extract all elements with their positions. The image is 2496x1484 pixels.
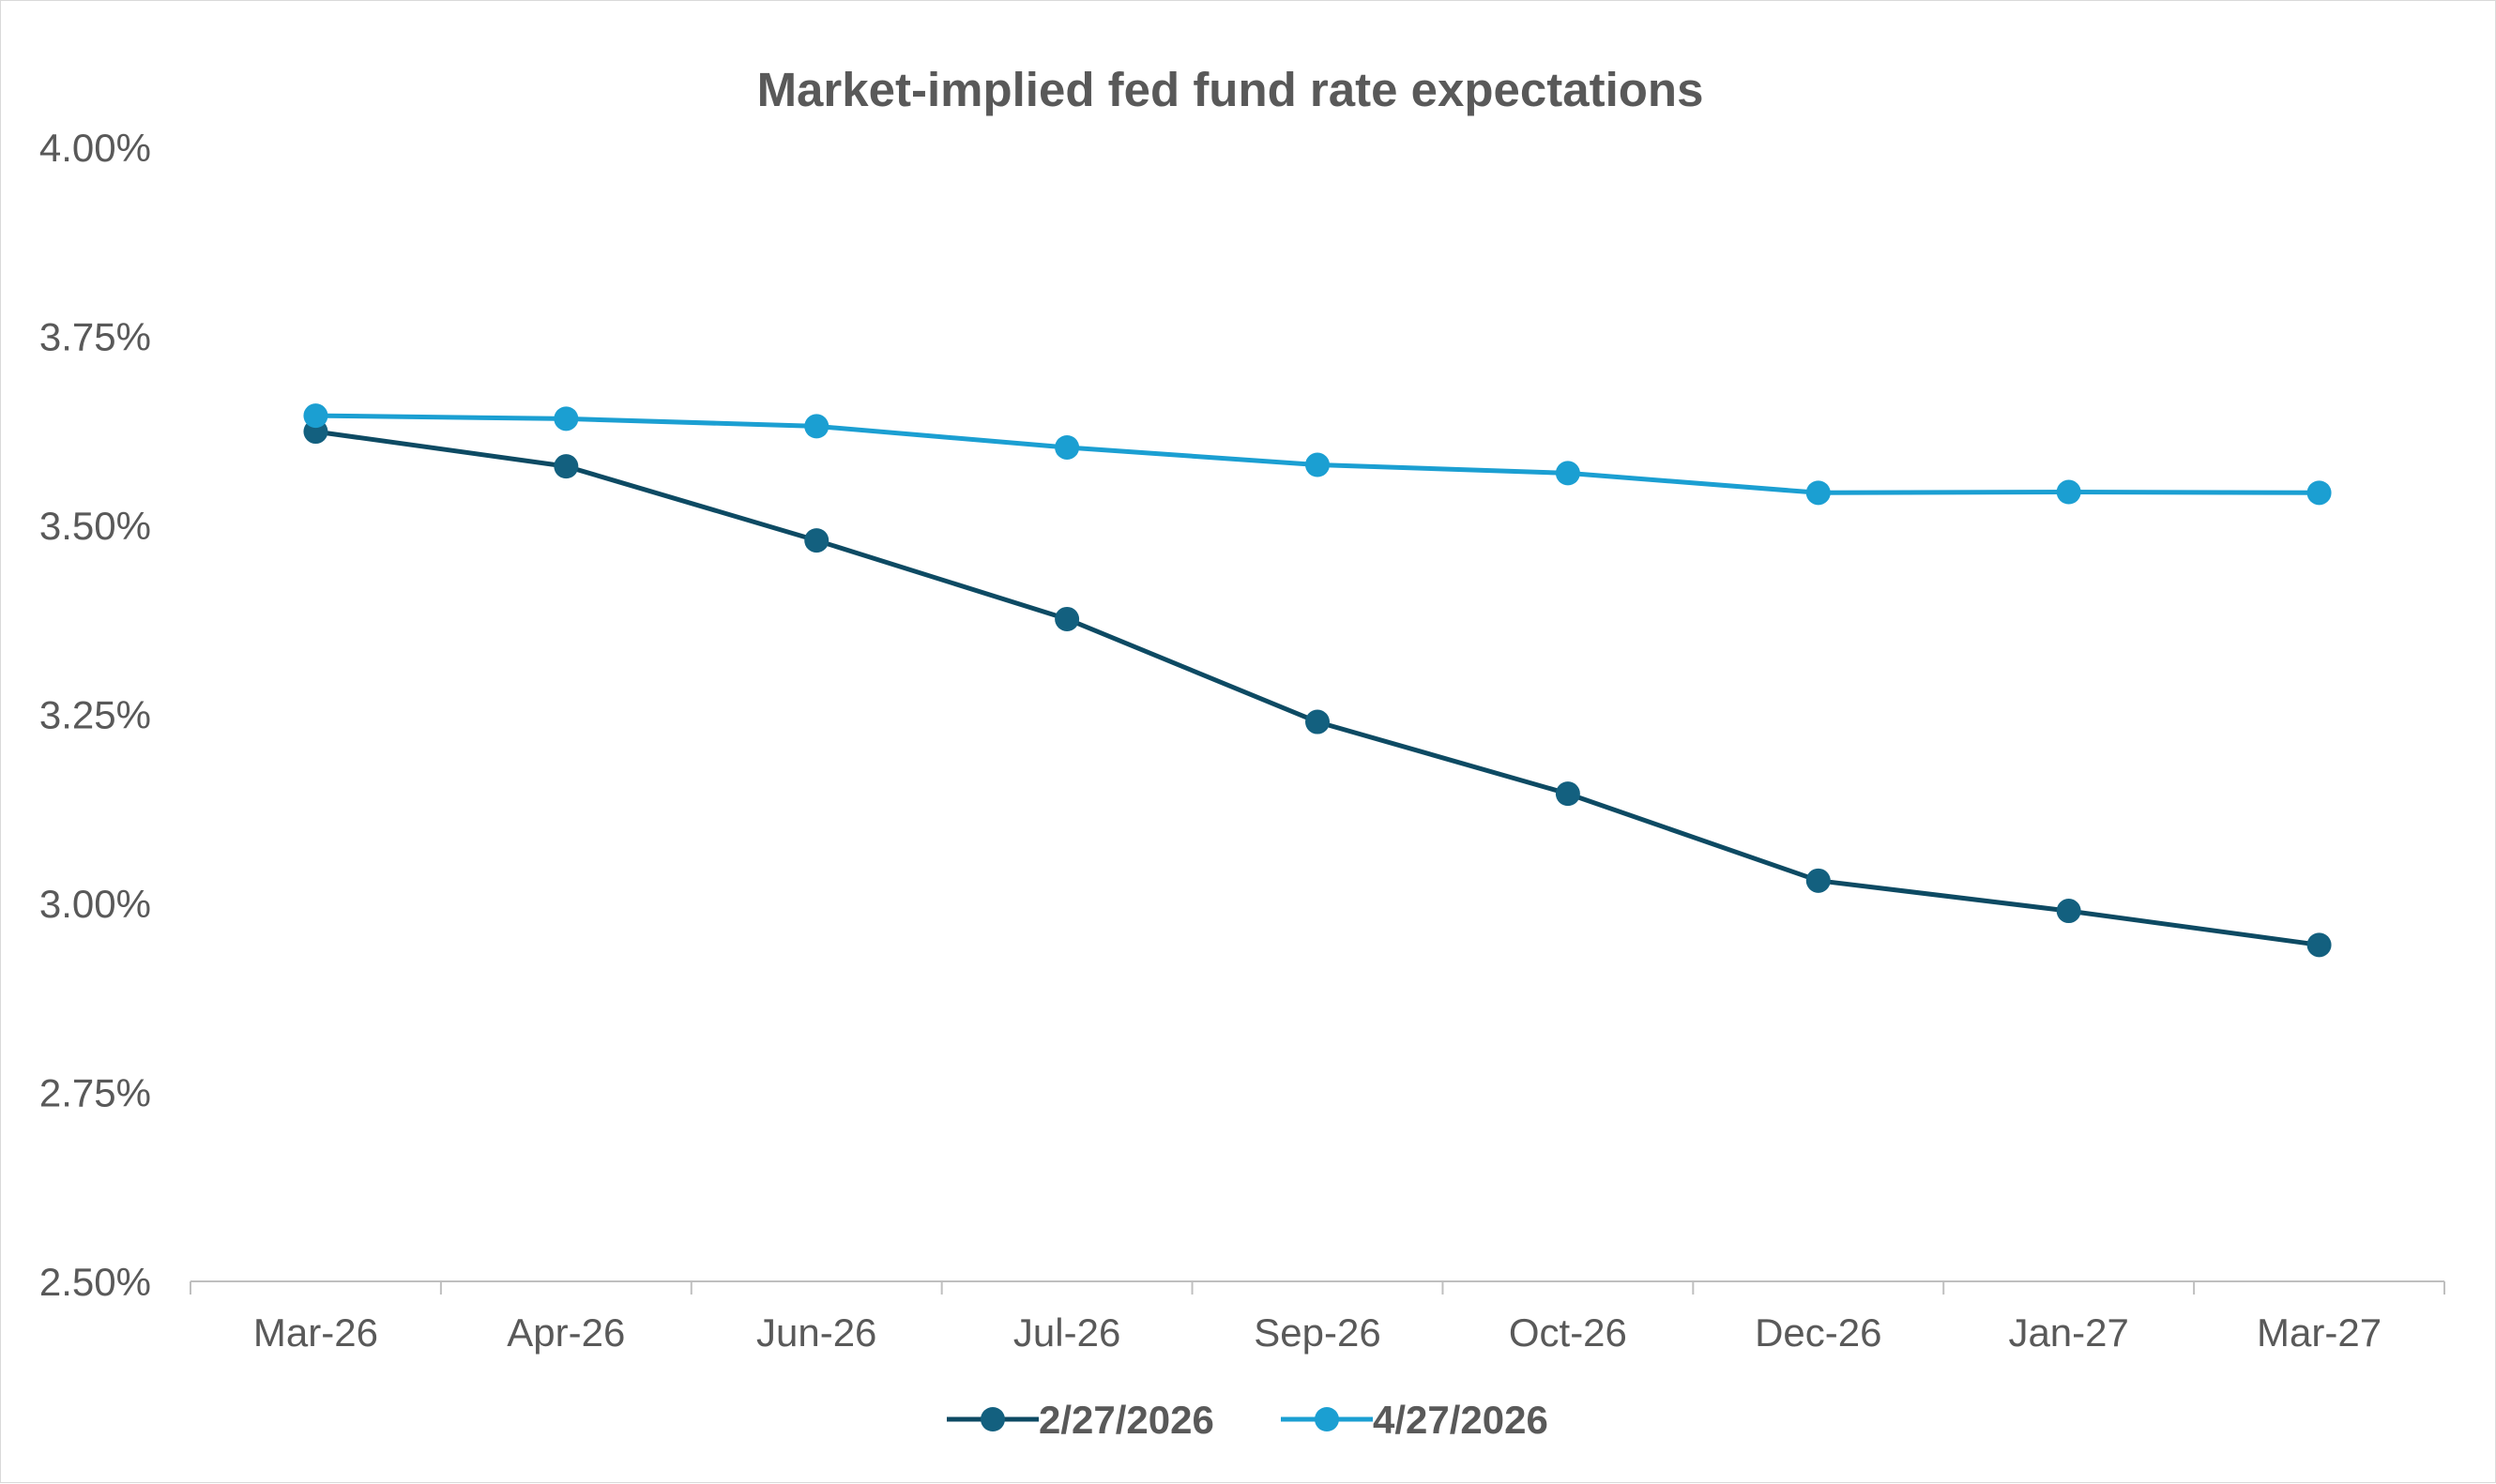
legend-entry: 2/27/2026 bbox=[947, 1398, 1214, 1442]
series-2 bbox=[303, 403, 2332, 506]
x-tick-label: Apr-26 bbox=[507, 1310, 625, 1355]
y-tick-label: 3.00% bbox=[39, 882, 151, 926]
legend-entry: 4/27/2026 bbox=[1281, 1398, 1548, 1442]
x-tick-label: Sep-26 bbox=[1254, 1310, 1380, 1355]
data-point bbox=[303, 403, 328, 429]
series-line bbox=[312, 429, 2322, 947]
chart-title: Market-implied fed fund rate expectation… bbox=[757, 63, 1704, 116]
data-point bbox=[2306, 480, 2332, 506]
data-point bbox=[2056, 899, 2081, 924]
data-point bbox=[554, 454, 579, 479]
x-tick-label: Jan-27 bbox=[2008, 1310, 2128, 1355]
data-point bbox=[2056, 479, 2081, 505]
x-tick-label: Jun-26 bbox=[756, 1310, 876, 1355]
data-point bbox=[1055, 434, 1080, 460]
x-axis: Mar-26 Apr-26 Jun-26 Jul-26 Sep-26 Oct-26 Dec-… bbox=[190, 1280, 2445, 1355]
data-point bbox=[1555, 781, 1580, 807]
y-axis: 2.50% 2.75% 3.00% 3.25% 3.50% 3.75% 4.00% bbox=[39, 126, 151, 1304]
data-point bbox=[1305, 452, 1330, 477]
legend-label: 4/27/2026 bbox=[1373, 1398, 1548, 1442]
x-tick-label: Mar-27 bbox=[2257, 1310, 2382, 1355]
legend-marker bbox=[1315, 1407, 1339, 1431]
data-point bbox=[1055, 606, 1080, 631]
y-tick-label: 2.75% bbox=[39, 1071, 151, 1115]
y-tick-label: 3.75% bbox=[39, 315, 151, 359]
y-tick-label: 2.50% bbox=[39, 1260, 151, 1304]
data-point bbox=[1305, 709, 1330, 734]
data-point bbox=[2306, 932, 2332, 958]
x-tick-label: Oct-26 bbox=[1509, 1310, 1627, 1355]
legend-label: 2/27/2026 bbox=[1039, 1398, 1214, 1442]
y-tick-label: 4.00% bbox=[39, 126, 151, 170]
series-1 bbox=[303, 419, 2332, 958]
data-point bbox=[1555, 461, 1580, 486]
legend: 2/27/2026 4/27/2026 bbox=[947, 1398, 1548, 1442]
data-point bbox=[1805, 480, 1831, 506]
data-point bbox=[554, 406, 579, 432]
data-point bbox=[804, 414, 829, 439]
data-point bbox=[1805, 868, 1831, 893]
series-layer bbox=[303, 403, 2332, 958]
x-tick-label: Dec-26 bbox=[1755, 1310, 1881, 1355]
y-tick-label: 3.25% bbox=[39, 693, 151, 737]
legend-marker bbox=[981, 1407, 1005, 1431]
y-tick-label: 3.50% bbox=[39, 504, 151, 548]
x-tick-label: Mar-26 bbox=[253, 1310, 378, 1355]
x-tick-label: Jul-26 bbox=[1013, 1310, 1120, 1355]
data-point bbox=[804, 528, 829, 553]
